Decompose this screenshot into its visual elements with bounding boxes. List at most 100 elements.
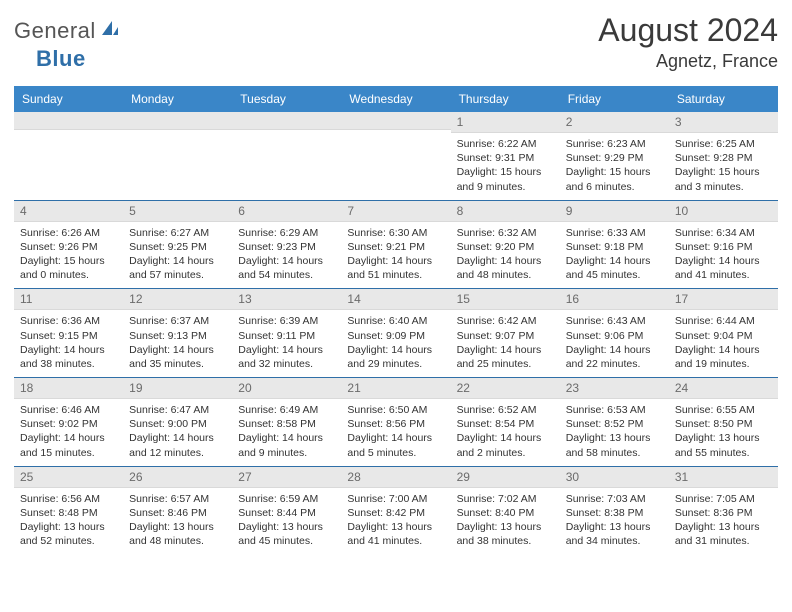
daylight-text: Daylight: 13 hours and 34 minutes. bbox=[566, 520, 663, 548]
sunset-text: Sunset: 9:16 PM bbox=[675, 240, 772, 254]
sunset-text: Sunset: 8:54 PM bbox=[457, 417, 554, 431]
sunset-text: Sunset: 9:11 PM bbox=[238, 329, 335, 343]
calendar-day-cell: 23Sunrise: 6:53 AMSunset: 8:52 PMDayligh… bbox=[560, 378, 669, 467]
calendar-day-cell: 5Sunrise: 6:27 AMSunset: 9:25 PMDaylight… bbox=[123, 200, 232, 289]
sunset-text: Sunset: 8:58 PM bbox=[238, 417, 335, 431]
daylight-text: Daylight: 15 hours and 6 minutes. bbox=[566, 165, 663, 193]
weekday-header: Thursday bbox=[451, 86, 560, 112]
daylight-text: Daylight: 14 hours and 19 minutes. bbox=[675, 343, 772, 371]
day-info: Sunrise: 6:47 AMSunset: 9:00 PMDaylight:… bbox=[123, 399, 232, 466]
calendar-day-cell: 30Sunrise: 7:03 AMSunset: 8:38 PMDayligh… bbox=[560, 466, 669, 554]
day-number bbox=[232, 112, 341, 130]
sunrise-text: Sunrise: 6:47 AM bbox=[129, 403, 226, 417]
sunset-text: Sunset: 9:09 PM bbox=[347, 329, 444, 343]
calendar-week-row: 18Sunrise: 6:46 AMSunset: 9:02 PMDayligh… bbox=[14, 378, 778, 467]
sunrise-text: Sunrise: 7:02 AM bbox=[457, 492, 554, 506]
daylight-text: Daylight: 13 hours and 52 minutes. bbox=[20, 520, 117, 548]
weekday-header: Wednesday bbox=[341, 86, 450, 112]
brand-logo: General bbox=[14, 18, 122, 44]
day-info: Sunrise: 7:03 AMSunset: 8:38 PMDaylight:… bbox=[560, 488, 669, 555]
day-number: 27 bbox=[232, 467, 341, 488]
sunrise-text: Sunrise: 6:23 AM bbox=[566, 137, 663, 151]
sunrise-text: Sunrise: 6:34 AM bbox=[675, 226, 772, 240]
weekday-header-row: Sunday Monday Tuesday Wednesday Thursday… bbox=[14, 86, 778, 112]
calendar-day-cell: 18Sunrise: 6:46 AMSunset: 9:02 PMDayligh… bbox=[14, 378, 123, 467]
day-info: Sunrise: 6:39 AMSunset: 9:11 PMDaylight:… bbox=[232, 310, 341, 377]
day-info: Sunrise: 6:46 AMSunset: 9:02 PMDaylight:… bbox=[14, 399, 123, 466]
sunset-text: Sunset: 9:26 PM bbox=[20, 240, 117, 254]
sunrise-text: Sunrise: 6:46 AM bbox=[20, 403, 117, 417]
sunset-text: Sunset: 8:38 PM bbox=[566, 506, 663, 520]
day-number bbox=[14, 112, 123, 130]
calendar-day-cell: 21Sunrise: 6:50 AMSunset: 8:56 PMDayligh… bbox=[341, 378, 450, 467]
day-info: Sunrise: 6:26 AMSunset: 9:26 PMDaylight:… bbox=[14, 222, 123, 289]
calendar-day-cell: 11Sunrise: 6:36 AMSunset: 9:15 PMDayligh… bbox=[14, 289, 123, 378]
daylight-text: Daylight: 15 hours and 9 minutes. bbox=[457, 165, 554, 193]
calendar-day-cell: 20Sunrise: 6:49 AMSunset: 8:58 PMDayligh… bbox=[232, 378, 341, 467]
sunset-text: Sunset: 8:36 PM bbox=[675, 506, 772, 520]
daylight-text: Daylight: 14 hours and 15 minutes. bbox=[20, 431, 117, 459]
calendar-day-cell: 17Sunrise: 6:44 AMSunset: 9:04 PMDayligh… bbox=[669, 289, 778, 378]
sunset-text: Sunset: 9:28 PM bbox=[675, 151, 772, 165]
daylight-text: Daylight: 13 hours and 58 minutes. bbox=[566, 431, 663, 459]
day-info: Sunrise: 6:56 AMSunset: 8:48 PMDaylight:… bbox=[14, 488, 123, 555]
day-info: Sunrise: 6:57 AMSunset: 8:46 PMDaylight:… bbox=[123, 488, 232, 555]
sunset-text: Sunset: 9:00 PM bbox=[129, 417, 226, 431]
day-info: Sunrise: 6:55 AMSunset: 8:50 PMDaylight:… bbox=[669, 399, 778, 466]
day-number: 20 bbox=[232, 378, 341, 399]
daylight-text: Daylight: 13 hours and 38 minutes. bbox=[457, 520, 554, 548]
calendar-day-cell: 29Sunrise: 7:02 AMSunset: 8:40 PMDayligh… bbox=[451, 466, 560, 554]
day-number: 31 bbox=[669, 467, 778, 488]
day-info bbox=[232, 130, 341, 186]
calendar-day-cell: 26Sunrise: 6:57 AMSunset: 8:46 PMDayligh… bbox=[123, 466, 232, 554]
day-number: 12 bbox=[123, 289, 232, 310]
day-number: 13 bbox=[232, 289, 341, 310]
sunrise-text: Sunrise: 6:55 AM bbox=[675, 403, 772, 417]
daylight-text: Daylight: 14 hours and 12 minutes. bbox=[129, 431, 226, 459]
day-number: 5 bbox=[123, 201, 232, 222]
calendar-day-cell: 14Sunrise: 6:40 AMSunset: 9:09 PMDayligh… bbox=[341, 289, 450, 378]
daylight-text: Daylight: 15 hours and 3 minutes. bbox=[675, 165, 772, 193]
sunset-text: Sunset: 9:21 PM bbox=[347, 240, 444, 254]
day-info: Sunrise: 6:32 AMSunset: 9:20 PMDaylight:… bbox=[451, 222, 560, 289]
calendar-day-cell: 12Sunrise: 6:37 AMSunset: 9:13 PMDayligh… bbox=[123, 289, 232, 378]
day-number: 1 bbox=[451, 112, 560, 133]
sunrise-text: Sunrise: 6:22 AM bbox=[457, 137, 554, 151]
daylight-text: Daylight: 14 hours and 38 minutes. bbox=[20, 343, 117, 371]
day-number: 9 bbox=[560, 201, 669, 222]
daylight-text: Daylight: 14 hours and 22 minutes. bbox=[566, 343, 663, 371]
daylight-text: Daylight: 14 hours and 2 minutes. bbox=[457, 431, 554, 459]
daylight-text: Daylight: 14 hours and 9 minutes. bbox=[238, 431, 335, 459]
calendar-day-cell bbox=[14, 112, 123, 200]
sunrise-text: Sunrise: 6:50 AM bbox=[347, 403, 444, 417]
day-info: Sunrise: 7:05 AMSunset: 8:36 PMDaylight:… bbox=[669, 488, 778, 555]
day-number: 10 bbox=[669, 201, 778, 222]
daylight-text: Daylight: 14 hours and 54 minutes. bbox=[238, 254, 335, 282]
sunrise-text: Sunrise: 6:30 AM bbox=[347, 226, 444, 240]
sunset-text: Sunset: 9:06 PM bbox=[566, 329, 663, 343]
day-number: 30 bbox=[560, 467, 669, 488]
sunset-text: Sunset: 8:44 PM bbox=[238, 506, 335, 520]
calendar-day-cell: 13Sunrise: 6:39 AMSunset: 9:11 PMDayligh… bbox=[232, 289, 341, 378]
day-number: 3 bbox=[669, 112, 778, 133]
day-info: Sunrise: 6:50 AMSunset: 8:56 PMDaylight:… bbox=[341, 399, 450, 466]
day-info: Sunrise: 6:33 AMSunset: 9:18 PMDaylight:… bbox=[560, 222, 669, 289]
day-number: 4 bbox=[14, 201, 123, 222]
sunrise-text: Sunrise: 6:40 AM bbox=[347, 314, 444, 328]
sunrise-text: Sunrise: 6:42 AM bbox=[457, 314, 554, 328]
day-number: 21 bbox=[341, 378, 450, 399]
brand-part2: Blue bbox=[36, 46, 86, 72]
calendar-day-cell: 16Sunrise: 6:43 AMSunset: 9:06 PMDayligh… bbox=[560, 289, 669, 378]
day-info: Sunrise: 6:22 AMSunset: 9:31 PMDaylight:… bbox=[451, 133, 560, 200]
day-info: Sunrise: 6:42 AMSunset: 9:07 PMDaylight:… bbox=[451, 310, 560, 377]
daylight-text: Daylight: 14 hours and 45 minutes. bbox=[566, 254, 663, 282]
calendar-day-cell bbox=[341, 112, 450, 200]
weekday-header: Sunday bbox=[14, 86, 123, 112]
sunset-text: Sunset: 9:07 PM bbox=[457, 329, 554, 343]
day-number: 11 bbox=[14, 289, 123, 310]
brand-part1: General bbox=[14, 18, 96, 44]
calendar-day-cell: 10Sunrise: 6:34 AMSunset: 9:16 PMDayligh… bbox=[669, 200, 778, 289]
day-number: 24 bbox=[669, 378, 778, 399]
sunset-text: Sunset: 9:20 PM bbox=[457, 240, 554, 254]
sunset-text: Sunset: 8:48 PM bbox=[20, 506, 117, 520]
